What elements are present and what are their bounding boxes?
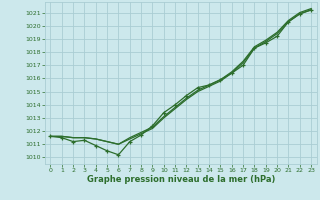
X-axis label: Graphe pression niveau de la mer (hPa): Graphe pression niveau de la mer (hPa): [87, 175, 275, 184]
